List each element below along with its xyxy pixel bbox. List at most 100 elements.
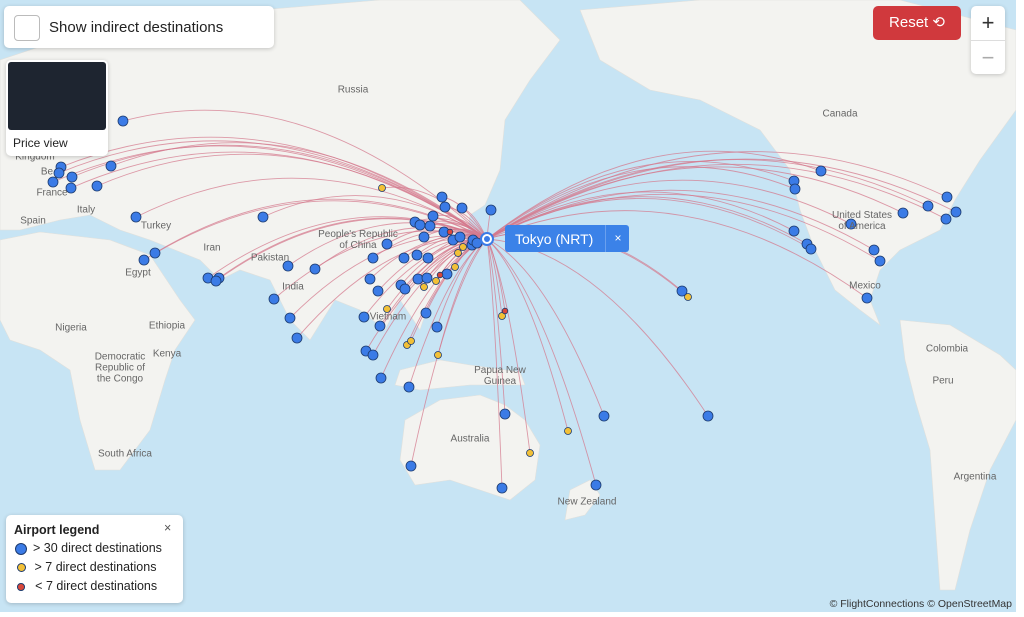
airport[interactable]	[257, 211, 269, 223]
airport[interactable]	[424, 220, 436, 232]
airport[interactable]	[897, 207, 909, 219]
airport[interactable]	[374, 320, 386, 332]
airport[interactable]	[358, 311, 370, 323]
airport[interactable]	[268, 293, 280, 305]
airport[interactable]	[845, 218, 857, 230]
airport[interactable]	[91, 180, 103, 192]
airport[interactable]	[436, 271, 444, 279]
airport[interactable]	[789, 183, 801, 195]
airport[interactable]	[414, 219, 426, 231]
airport[interactable]	[309, 263, 321, 275]
airport[interactable]	[420, 283, 428, 291]
airport[interactable]	[284, 312, 296, 324]
airport[interactable]	[459, 243, 467, 251]
airport[interactable]	[950, 206, 962, 218]
airport[interactable]	[422, 252, 434, 264]
airport[interactable]	[684, 293, 692, 301]
airport[interactable]	[130, 211, 142, 223]
airport[interactable]	[676, 285, 688, 297]
airport[interactable]	[381, 238, 393, 250]
airport[interactable]	[922, 200, 934, 212]
airport[interactable]	[598, 410, 610, 422]
airport[interactable]	[420, 307, 432, 319]
legend-close[interactable]: ×	[164, 521, 172, 535]
price-view[interactable]: Price view	[6, 60, 108, 156]
airport[interactable]	[117, 115, 129, 127]
price-label: Price view	[13, 136, 68, 150]
map-label: Democratic Republic of the Congo	[94, 351, 146, 385]
airport[interactable]	[940, 213, 952, 225]
toggle-label: Show indirect destinations	[49, 19, 224, 36]
popup-label[interactable]: Tokyo (NRT)	[515, 231, 594, 247]
zoom-in[interactable]: +	[971, 6, 1005, 41]
airport[interactable]	[411, 249, 423, 261]
airport[interactable]	[432, 277, 440, 285]
airport[interactable]	[788, 225, 800, 237]
zoom-out[interactable]: −	[981, 45, 995, 70]
airport[interactable]	[375, 372, 387, 384]
airport[interactable]	[436, 191, 448, 203]
airport[interactable]	[805, 243, 817, 255]
checkbox[interactable]	[14, 15, 40, 41]
airport[interactable]	[874, 255, 886, 267]
airport[interactable]	[364, 273, 376, 285]
airport[interactable]	[282, 260, 294, 272]
airport[interactable]	[485, 204, 497, 216]
map-label: New Zealand	[557, 496, 617, 508]
airport[interactable]	[418, 231, 430, 243]
airport[interactable]	[702, 410, 714, 422]
airport[interactable]	[526, 449, 534, 457]
airport[interactable]	[398, 252, 410, 264]
popup-close[interactable]: ×	[605, 225, 630, 252]
airport[interactable]	[372, 285, 384, 297]
airport[interactable]	[499, 408, 511, 420]
attribution: © FlightConnections © OpenStreetMap	[829, 598, 1012, 610]
airport[interactable]	[210, 275, 222, 287]
airport[interactable]	[405, 460, 417, 472]
airport[interactable]	[590, 479, 602, 491]
airport[interactable]	[431, 321, 443, 333]
airport[interactable]	[446, 228, 454, 236]
airport[interactable]	[564, 427, 572, 435]
airport[interactable]	[861, 292, 873, 304]
airport[interactable]	[105, 160, 117, 172]
airport[interactable]	[868, 244, 880, 256]
airport[interactable]	[367, 252, 379, 264]
airport[interactable]	[941, 191, 953, 203]
airport[interactable]	[383, 305, 391, 313]
airport[interactable]	[456, 202, 468, 214]
reset-button[interactable]: Reset ⟲	[873, 6, 961, 40]
airport[interactable]	[399, 283, 411, 295]
airport[interactable]	[496, 482, 508, 494]
airport[interactable]	[47, 176, 59, 188]
map-label: Mexico	[849, 280, 881, 292]
origin-airport-core	[484, 236, 490, 242]
airport[interactable]	[439, 201, 451, 213]
airport[interactable]	[66, 171, 78, 183]
airport[interactable]	[441, 268, 453, 280]
airport[interactable]	[427, 210, 439, 222]
airport[interactable]	[498, 312, 506, 320]
airport[interactable]	[149, 247, 161, 259]
airport[interactable]	[403, 381, 415, 393]
airport[interactable]	[138, 254, 150, 266]
map-label: Papua New Guinea	[474, 365, 526, 387]
airport[interactable]	[53, 167, 65, 179]
legend-label: > 7 direct destinations	[34, 560, 157, 574]
airport[interactable]	[454, 249, 462, 257]
airport[interactable]	[65, 182, 77, 194]
airport[interactable]	[451, 263, 459, 271]
airport[interactable]	[501, 307, 509, 315]
airport[interactable]	[291, 332, 303, 344]
airport[interactable]	[407, 337, 415, 345]
airport[interactable]	[367, 349, 379, 361]
airport[interactable]	[434, 351, 442, 359]
indirect-toggle[interactable]: Show indirect destinations	[4, 6, 274, 48]
legend-item: < 7 direct destinations	[14, 579, 157, 593]
map-label: Egypt	[125, 267, 151, 279]
airport[interactable]	[454, 231, 466, 243]
airport[interactable]	[421, 272, 433, 284]
airport[interactable]	[378, 184, 386, 192]
airport[interactable]	[815, 165, 827, 177]
airport[interactable]	[412, 273, 424, 285]
